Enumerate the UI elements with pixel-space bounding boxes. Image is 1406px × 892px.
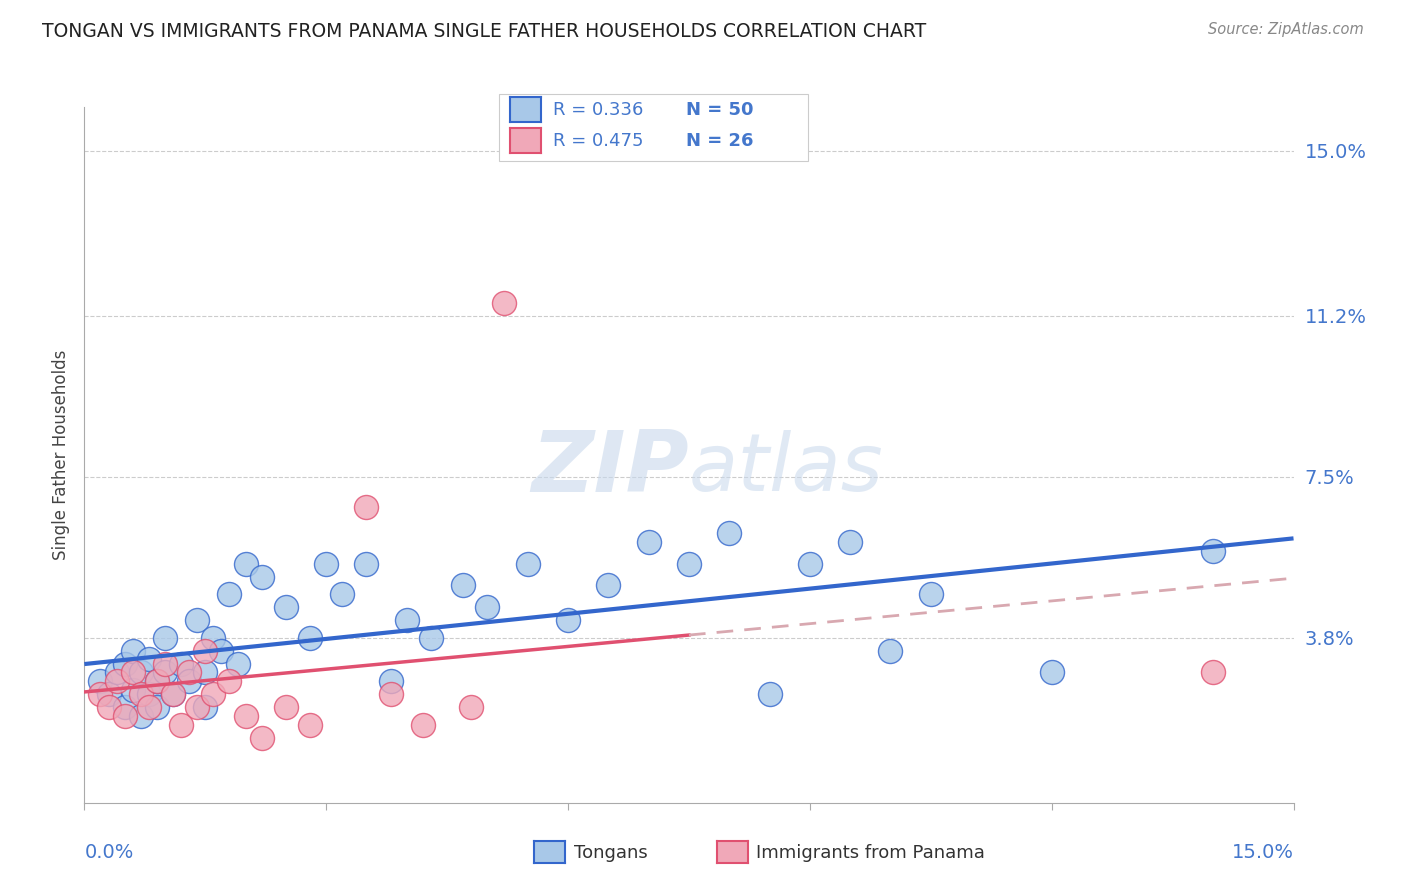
Text: Tongans: Tongans xyxy=(574,844,647,862)
Point xyxy=(1202,543,1225,558)
Point xyxy=(557,613,579,627)
Point xyxy=(492,295,515,310)
Point xyxy=(356,557,378,571)
Point xyxy=(138,700,160,714)
Point xyxy=(299,717,322,731)
Point xyxy=(170,657,193,671)
Point xyxy=(226,657,249,671)
Text: 0.0%: 0.0% xyxy=(84,843,134,862)
Point xyxy=(179,665,201,680)
Text: TONGAN VS IMMIGRANTS FROM PANAMA SINGLE FATHER HOUSEHOLDS CORRELATION CHART: TONGAN VS IMMIGRANTS FROM PANAMA SINGLE … xyxy=(42,22,927,41)
Point xyxy=(170,717,193,731)
Point xyxy=(179,674,201,689)
Text: N = 50: N = 50 xyxy=(686,101,754,119)
Point xyxy=(1202,665,1225,680)
Text: ZIP: ZIP xyxy=(531,427,689,510)
Point xyxy=(412,717,434,731)
Point xyxy=(138,652,160,666)
Point xyxy=(105,674,128,689)
Text: R = 0.336: R = 0.336 xyxy=(553,101,643,119)
Point xyxy=(97,700,120,714)
Text: N = 26: N = 26 xyxy=(686,132,754,150)
Point xyxy=(799,557,821,571)
Point xyxy=(129,708,152,723)
Point xyxy=(209,643,232,657)
Point xyxy=(395,613,418,627)
Point xyxy=(879,643,901,657)
Point xyxy=(920,587,942,601)
Point xyxy=(1040,665,1063,680)
Point xyxy=(121,643,143,657)
Point xyxy=(121,665,143,680)
Point xyxy=(97,687,120,701)
Point xyxy=(114,657,136,671)
Point xyxy=(194,643,217,657)
Point xyxy=(299,631,322,645)
Point xyxy=(114,708,136,723)
Point xyxy=(315,557,337,571)
Point xyxy=(516,557,538,571)
Point xyxy=(89,674,111,689)
Text: 15.0%: 15.0% xyxy=(1232,843,1294,862)
Point xyxy=(202,631,225,645)
Text: Immigrants from Panama: Immigrants from Panama xyxy=(756,844,986,862)
Point xyxy=(250,731,273,745)
Point xyxy=(129,665,152,680)
Point xyxy=(477,600,499,615)
Point xyxy=(218,674,240,689)
Point xyxy=(718,526,741,541)
Point xyxy=(153,631,176,645)
Point xyxy=(194,665,217,680)
Text: atlas: atlas xyxy=(689,430,884,508)
Point xyxy=(420,631,443,645)
Point xyxy=(89,687,111,701)
Point xyxy=(146,700,169,714)
Point xyxy=(121,682,143,697)
Point xyxy=(194,700,217,714)
Point xyxy=(153,665,176,680)
Point xyxy=(250,570,273,584)
Point xyxy=(138,687,160,701)
Point xyxy=(637,535,659,549)
Point xyxy=(146,674,169,689)
Point xyxy=(105,665,128,680)
Point xyxy=(202,687,225,701)
Point xyxy=(678,557,700,571)
Point xyxy=(162,687,184,701)
Point xyxy=(380,674,402,689)
Point xyxy=(451,578,474,592)
Point xyxy=(186,700,208,714)
Point xyxy=(839,535,862,549)
Text: Source: ZipAtlas.com: Source: ZipAtlas.com xyxy=(1208,22,1364,37)
Point xyxy=(330,587,353,601)
Point xyxy=(153,657,176,671)
Point xyxy=(598,578,620,592)
Point xyxy=(356,500,378,514)
Point xyxy=(274,600,297,615)
Point xyxy=(186,613,208,627)
Point xyxy=(218,587,240,601)
Point xyxy=(235,557,257,571)
Y-axis label: Single Father Households: Single Father Households xyxy=(52,350,70,560)
Point xyxy=(235,708,257,723)
Point xyxy=(380,687,402,701)
Point xyxy=(129,687,152,701)
Point xyxy=(274,700,297,714)
Point xyxy=(460,700,482,714)
Point xyxy=(162,687,184,701)
Point xyxy=(114,700,136,714)
Text: R = 0.475: R = 0.475 xyxy=(553,132,643,150)
Point xyxy=(758,687,780,701)
Point xyxy=(146,674,169,689)
